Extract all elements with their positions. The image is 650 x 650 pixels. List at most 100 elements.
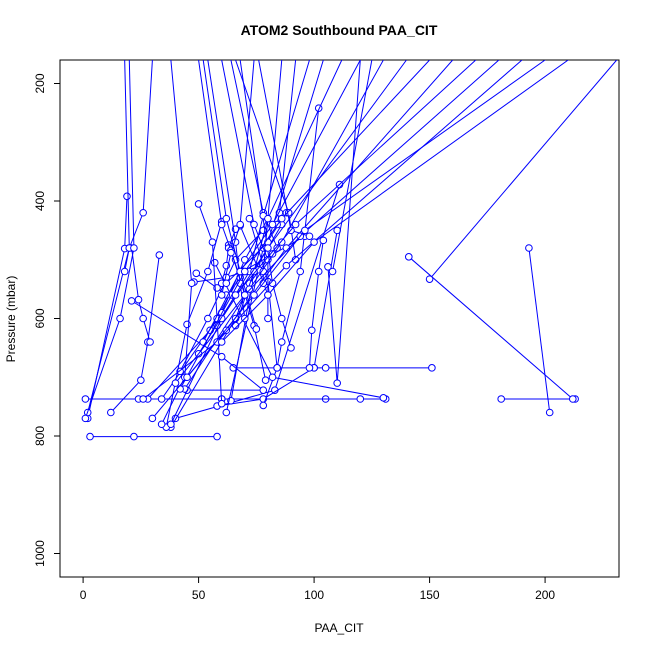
data-point bbox=[545, 408, 554, 417]
data-point bbox=[264, 244, 272, 252]
data-point bbox=[569, 395, 577, 403]
chart-title: ATOM2 Southbound PAA_CIT bbox=[241, 22, 438, 38]
data-point bbox=[261, 376, 270, 384]
data-point bbox=[217, 352, 226, 361]
series-23 bbox=[245, 214, 281, 410]
data-point bbox=[231, 291, 240, 299]
data-point bbox=[282, 261, 291, 270]
data-point bbox=[277, 338, 286, 346]
data-point bbox=[167, 420, 175, 429]
data-point bbox=[157, 395, 166, 403]
data-point bbox=[194, 200, 203, 208]
data-point bbox=[356, 395, 365, 403]
data-point bbox=[284, 208, 293, 217]
series-4 bbox=[404, 253, 577, 403]
data-point bbox=[81, 395, 90, 403]
x-tick-label: 200 bbox=[535, 588, 555, 602]
series-line bbox=[179, 60, 430, 390]
data-point bbox=[227, 248, 235, 257]
data-point bbox=[301, 226, 309, 235]
data-point bbox=[81, 414, 90, 423]
data-point bbox=[222, 326, 231, 335]
data-point bbox=[525, 244, 533, 252]
data-point bbox=[250, 291, 258, 299]
data-point bbox=[107, 408, 115, 417]
data-point bbox=[268, 220, 277, 229]
series-line bbox=[87, 60, 153, 413]
data-point bbox=[310, 238, 318, 246]
series-38 bbox=[198, 60, 249, 299]
data-point bbox=[116, 314, 124, 323]
data-point bbox=[217, 338, 226, 346]
data-point bbox=[176, 385, 184, 393]
series-line bbox=[110, 254, 160, 413]
data-point bbox=[192, 269, 201, 278]
series-line bbox=[528, 247, 551, 413]
series-line bbox=[276, 108, 320, 368]
series-1 bbox=[525, 244, 554, 417]
data-point bbox=[120, 267, 129, 276]
series-30 bbox=[107, 251, 164, 417]
series-14 bbox=[328, 60, 373, 276]
series-layer bbox=[81, 60, 618, 441]
series-line bbox=[221, 60, 569, 343]
x-tick-label: 100 bbox=[304, 588, 324, 602]
series-line bbox=[87, 196, 128, 419]
series-8 bbox=[86, 432, 221, 441]
series-line bbox=[170, 60, 407, 425]
series-28 bbox=[194, 200, 226, 408]
data-point bbox=[250, 220, 258, 229]
data-point bbox=[296, 267, 305, 276]
data-point bbox=[268, 250, 277, 258]
x-tick-label: 150 bbox=[420, 588, 440, 602]
data-point bbox=[123, 192, 131, 201]
y-axis: 200 400 600 800 1000 bbox=[33, 73, 61, 567]
x-axis: 0 50 100 150 200 bbox=[80, 576, 555, 602]
series-line bbox=[161, 218, 269, 400]
data-point bbox=[497, 395, 505, 403]
series-54 bbox=[167, 60, 407, 429]
series-3 bbox=[425, 60, 618, 283]
data-point bbox=[171, 379, 180, 387]
data-point bbox=[204, 267, 212, 276]
data-point bbox=[139, 314, 147, 323]
data-point bbox=[130, 244, 138, 252]
x-axis-label: PAA_CIT bbox=[314, 621, 364, 635]
data-point bbox=[277, 314, 286, 323]
data-point bbox=[183, 373, 191, 382]
data-point bbox=[127, 297, 136, 305]
data-point bbox=[287, 344, 295, 352]
series-line bbox=[179, 230, 264, 372]
data-point bbox=[240, 267, 249, 276]
series-line bbox=[332, 60, 373, 272]
data-point bbox=[155, 251, 164, 259]
data-point bbox=[139, 208, 147, 217]
series-line bbox=[327, 60, 361, 384]
data-point bbox=[259, 386, 268, 394]
series-line bbox=[198, 203, 223, 404]
data-point bbox=[217, 291, 226, 299]
y-axis-label: Pressure (mbar) bbox=[4, 276, 18, 363]
series-37 bbox=[81, 60, 138, 423]
series-line bbox=[221, 60, 255, 296]
series-line bbox=[165, 221, 223, 428]
data-point bbox=[252, 325, 261, 333]
data-point bbox=[314, 267, 323, 276]
series-60 bbox=[183, 60, 546, 382]
data-point bbox=[157, 420, 166, 429]
data-point bbox=[146, 338, 154, 346]
data-point bbox=[264, 291, 272, 299]
data-point bbox=[259, 401, 268, 410]
data-point bbox=[187, 279, 196, 288]
series-line bbox=[131, 300, 265, 391]
series-12 bbox=[305, 236, 328, 372]
data-point bbox=[264, 214, 272, 223]
data-point bbox=[204, 314, 212, 323]
data-point bbox=[268, 279, 277, 288]
data-point bbox=[213, 432, 221, 441]
series-44 bbox=[239, 60, 295, 352]
data-point bbox=[291, 220, 300, 229]
data-point bbox=[236, 220, 244, 229]
